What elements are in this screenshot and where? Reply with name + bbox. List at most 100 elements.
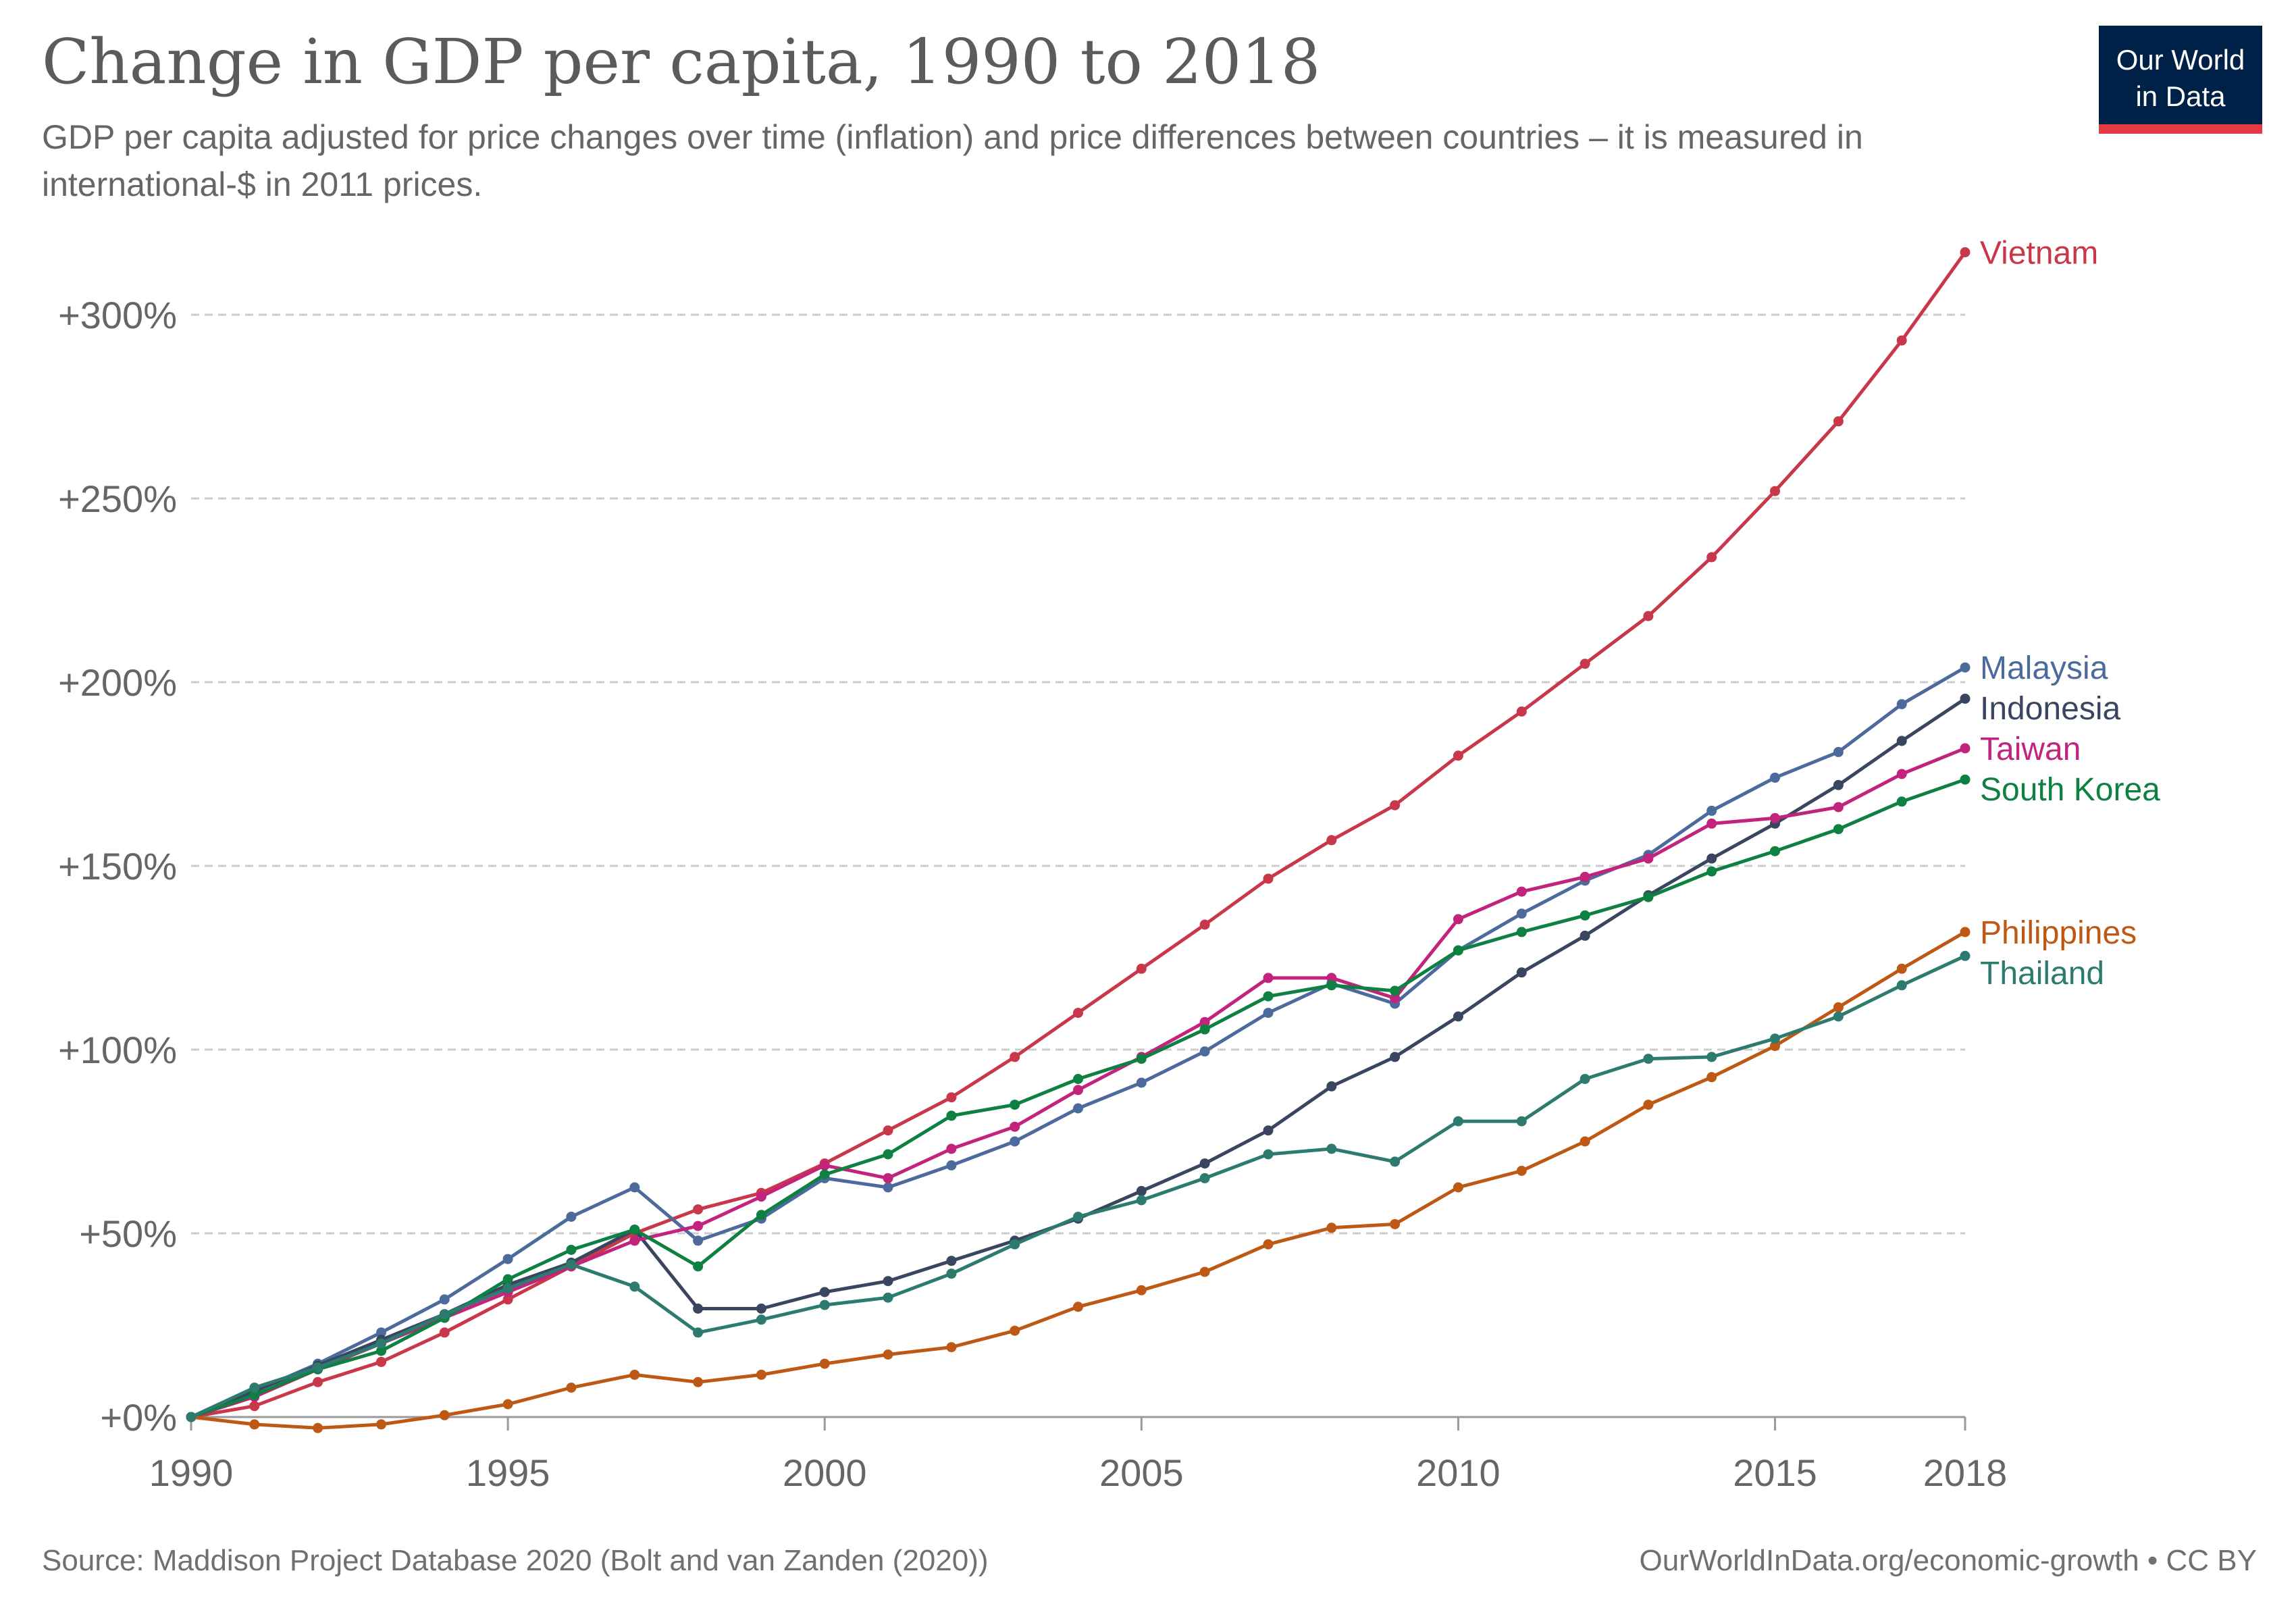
data-point-vietnam[interactable] — [1643, 611, 1654, 621]
data-point-taiwan[interactable] — [1453, 914, 1463, 925]
data-point-indonesia[interactable] — [1136, 1185, 1147, 1196]
data-point-taiwan[interactable] — [946, 1143, 957, 1154]
data-point-taiwan[interactable] — [693, 1220, 704, 1231]
data-point-thailand[interactable] — [313, 1362, 323, 1373]
data-point-malaysia[interactable] — [1896, 699, 1907, 710]
data-point-south-korea[interactable] — [1390, 985, 1401, 996]
data-point-vietnam[interactable] — [313, 1376, 323, 1387]
data-point-philippines[interactable] — [376, 1419, 386, 1430]
series-vietnam[interactable] — [186, 247, 1971, 1422]
data-point-vietnam[interactable] — [693, 1204, 704, 1215]
data-point-south-korea[interactable] — [883, 1149, 893, 1160]
data-point-indonesia[interactable] — [1580, 930, 1590, 941]
data-point-thailand[interactable] — [946, 1268, 957, 1279]
data-point-thailand[interactable] — [1706, 1052, 1717, 1062]
data-point-thailand[interactable] — [249, 1383, 260, 1393]
data-point-thailand[interactable] — [693, 1327, 704, 1338]
data-point-indonesia[interactable] — [693, 1304, 704, 1314]
data-point-taiwan[interactable] — [1010, 1121, 1020, 1132]
data-point-thailand[interactable] — [1136, 1195, 1147, 1206]
data-point-thailand[interactable] — [629, 1281, 640, 1292]
data-point-south-korea[interactable] — [502, 1274, 513, 1285]
data-point-indonesia[interactable] — [756, 1304, 766, 1314]
data-point-thailand[interactable] — [883, 1292, 893, 1303]
data-point-philippines[interactable] — [249, 1419, 260, 1430]
data-point-malaysia[interactable] — [502, 1254, 513, 1264]
data-point-philippines[interactable] — [313, 1422, 323, 1433]
data-point-malaysia[interactable] — [1833, 746, 1844, 757]
data-point-south-korea[interactable] — [1516, 927, 1527, 937]
data-point-vietnam[interactable] — [1326, 835, 1337, 846]
data-point-taiwan[interactable] — [1199, 1017, 1210, 1027]
data-point-indonesia[interactable] — [883, 1276, 893, 1287]
data-point-philippines[interactable] — [502, 1399, 513, 1410]
data-point-indonesia[interactable] — [1706, 853, 1717, 864]
data-point-thailand[interactable] — [1516, 1116, 1527, 1127]
data-point-malaysia[interactable] — [566, 1212, 577, 1222]
data-point-malaysia[interactable] — [439, 1294, 450, 1305]
data-point-vietnam[interactable] — [1136, 963, 1147, 974]
data-point-taiwan[interactable] — [1770, 813, 1780, 823]
data-point-thailand[interactable] — [1896, 980, 1907, 991]
data-point-malaysia[interactable] — [1199, 1046, 1210, 1057]
data-point-taiwan[interactable] — [1833, 802, 1844, 813]
data-point-thailand[interactable] — [1833, 1011, 1844, 1022]
data-point-taiwan[interactable] — [1263, 973, 1274, 983]
data-point-philippines[interactable] — [1580, 1136, 1590, 1147]
data-point-thailand[interactable] — [1263, 1149, 1274, 1160]
data-point-malaysia[interactable] — [1706, 805, 1717, 816]
data-point-thailand[interactable] — [1770, 1033, 1780, 1044]
data-point-vietnam[interactable] — [1199, 919, 1210, 930]
data-point-thailand[interactable] — [439, 1309, 450, 1320]
data-point-vietnam[interactable] — [1960, 247, 1971, 257]
data-point-philippines[interactable] — [1706, 1072, 1717, 1083]
data-point-philippines[interactable] — [1960, 927, 1971, 937]
data-point-thailand[interactable] — [1960, 950, 1971, 961]
data-point-taiwan[interactable] — [1390, 993, 1401, 1004]
data-point-south-korea[interactable] — [756, 1210, 766, 1220]
data-point-thailand[interactable] — [1643, 1054, 1654, 1064]
series-thailand[interactable] — [186, 950, 1971, 1422]
data-point-south-korea[interactable] — [1580, 910, 1590, 921]
data-point-malaysia[interactable] — [376, 1327, 386, 1338]
data-point-south-korea[interactable] — [1326, 980, 1337, 991]
data-point-indonesia[interactable] — [1960, 694, 1971, 704]
data-point-thailand[interactable] — [566, 1259, 577, 1270]
data-point-vietnam[interactable] — [883, 1125, 893, 1136]
data-point-philippines[interactable] — [566, 1383, 577, 1393]
data-point-philippines[interactable] — [1770, 1041, 1780, 1052]
data-point-vietnam[interactable] — [249, 1401, 260, 1412]
data-point-philippines[interactable] — [883, 1349, 893, 1360]
data-point-taiwan[interactable] — [1896, 769, 1907, 779]
data-point-thailand[interactable] — [376, 1338, 386, 1349]
data-point-philippines[interactable] — [693, 1376, 704, 1387]
data-point-vietnam[interactable] — [376, 1356, 386, 1367]
data-point-vietnam[interactable] — [1263, 873, 1274, 884]
data-point-malaysia[interactable] — [1516, 908, 1527, 919]
data-point-malaysia[interactable] — [1960, 662, 1971, 673]
data-point-south-korea[interactable] — [693, 1261, 704, 1272]
series-line-vietnam[interactable] — [190, 251, 1967, 1419]
data-point-taiwan[interactable] — [819, 1160, 830, 1170]
data-point-vietnam[interactable] — [1706, 552, 1717, 563]
series-line-south-korea[interactable] — [190, 777, 1966, 1419]
data-point-thailand[interactable] — [1326, 1143, 1337, 1154]
data-point-philippines[interactable] — [1263, 1239, 1274, 1250]
data-point-south-korea[interactable] — [1073, 1074, 1083, 1084]
data-point-south-korea[interactable] — [819, 1169, 830, 1180]
data-point-indonesia[interactable] — [1896, 736, 1907, 746]
series-philippines[interactable] — [186, 927, 1971, 1433]
data-point-philippines[interactable] — [1643, 1100, 1654, 1110]
data-point-thailand[interactable] — [1390, 1156, 1401, 1167]
data-point-vietnam[interactable] — [502, 1294, 513, 1305]
data-point-malaysia[interactable] — [1010, 1136, 1020, 1147]
data-point-philippines[interactable] — [819, 1358, 830, 1369]
data-point-philippines[interactable] — [1516, 1166, 1527, 1176]
data-point-vietnam[interactable] — [1516, 706, 1527, 717]
data-point-thailand[interactable] — [1453, 1116, 1463, 1127]
data-point-south-korea[interactable] — [1833, 824, 1844, 835]
data-point-taiwan[interactable] — [883, 1173, 893, 1183]
data-point-indonesia[interactable] — [819, 1287, 830, 1297]
data-point-philippines[interactable] — [1136, 1285, 1147, 1295]
data-point-malaysia[interactable] — [693, 1235, 704, 1246]
